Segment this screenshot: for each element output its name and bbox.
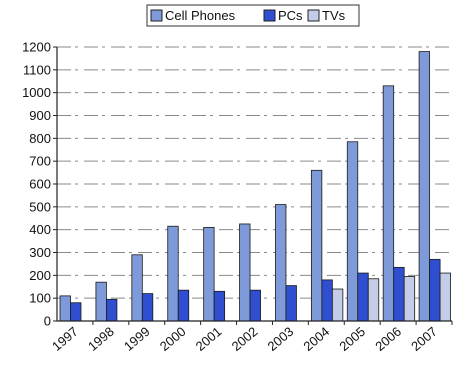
x-tick-label: 2002: [229, 324, 261, 354]
x-tick-label: 2004: [300, 324, 332, 354]
bar-pcs-1997: [70, 302, 82, 322]
bar-pcs-2002: [249, 289, 261, 322]
x-tick-label: 2005: [336, 324, 368, 354]
legend-item-cell-phones: Cell Phones: [150, 8, 236, 23]
legend-item-tvs: TVs: [307, 8, 346, 23]
y-tick-label: 400: [29, 222, 51, 237]
bar-tvs-2004: [331, 288, 344, 322]
bar-cell-phones-2006: [382, 85, 395, 322]
y-tick-label: 100: [29, 291, 51, 306]
y-tick-label: 1100: [23, 62, 51, 77]
bars: [59, 51, 451, 322]
bar-tvs-2007: [439, 272, 451, 322]
bar-cell-phones-2003: [275, 204, 287, 322]
bar-pcs-2005: [357, 272, 369, 322]
bar-pcs-2000: [177, 289, 190, 322]
y-tick-label: 600: [29, 177, 51, 192]
y-axis-ticks: 0 100 200 300 400 500 600 700 800 900 1000 1100 1200: [22, 40, 57, 329]
bar-cell-phones-2000: [167, 225, 179, 322]
legend-swatch-tvs: [307, 9, 320, 22]
bar-pcs-2003: [285, 285, 297, 322]
x-tick-label: 1997: [49, 324, 81, 354]
x-tick-label: 2003: [265, 324, 297, 354]
x-tick-label: 2006: [372, 324, 404, 354]
bar-pcs-2006: [393, 266, 405, 322]
bar-cell-phones-2005: [346, 141, 359, 322]
bar-pcs-2007: [429, 258, 441, 322]
legend-item-pcs: PCs: [263, 8, 303, 23]
bar-cell-phones-1998: [95, 281, 107, 322]
x-tick-label: 1999: [121, 324, 153, 354]
y-tick-label: 300: [29, 245, 51, 260]
y-tick-label: 800: [29, 131, 51, 146]
bar-pcs-2001: [213, 290, 226, 322]
x-tick-label: 2001: [193, 324, 225, 354]
bar-tvs-2006: [403, 276, 416, 322]
legend-label-cell-phones: Cell Phones: [165, 8, 236, 23]
x-tick-label: 2007: [408, 324, 440, 354]
legend-label-pcs: PCs: [278, 8, 303, 23]
bar-pcs-1999: [141, 293, 154, 322]
y-tick-label: 900: [29, 108, 51, 123]
x-tick-label: 1998: [85, 324, 117, 354]
x-axis-ticks: 1997 1998 1999 2000 2001 2002 2003 2004 2005 2006…: [49, 321, 453, 354]
bar-pcs-1998: [106, 298, 118, 322]
y-tick-label: 1200: [22, 40, 51, 55]
bar-pcs-2004: [321, 279, 333, 322]
y-tick-label: 0: [44, 314, 51, 329]
legend-swatch-cell-phones: [150, 9, 163, 22]
bar-cell-phones-2002: [239, 223, 251, 322]
x-tick-label: 2000: [157, 324, 189, 354]
y-tick-label: 500: [29, 199, 51, 214]
legend-box: [146, 4, 360, 27]
bar-cell-phones-1999: [131, 254, 143, 322]
bar-cell-phones-1997: [59, 295, 71, 322]
legend: Cell Phones PCs TVs: [146, 4, 360, 27]
y-tick-label: 700: [29, 154, 51, 169]
bar-cell-phones-2007: [418, 51, 430, 322]
y-tick-label: 1000: [22, 85, 51, 100]
bar-cell-phones-2001: [203, 226, 215, 322]
bar-tvs-2005: [367, 278, 380, 322]
legend-swatch-pcs: [263, 9, 276, 22]
legend-label-tvs: TVs: [322, 8, 346, 23]
bar-cell-phones-2004: [310, 169, 323, 322]
y-tick-label: 200: [29, 268, 51, 283]
